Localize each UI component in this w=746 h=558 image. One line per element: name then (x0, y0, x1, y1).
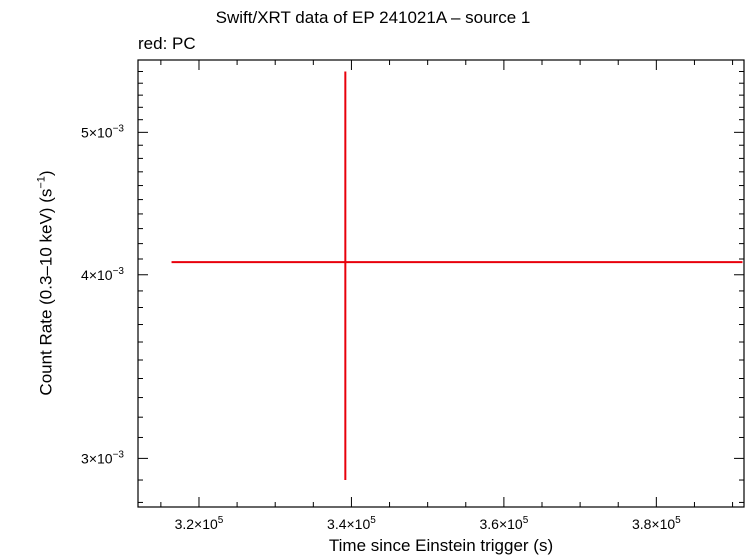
y-tick-mantissa: 4×10 (81, 267, 113, 283)
x-tick-mantissa: 3.2×10 (175, 516, 218, 532)
x-tick-mantissa: 3.4×10 (327, 516, 370, 532)
x-tick-label: 3.8×105 (632, 515, 681, 532)
x-tick-exponent: 5 (218, 515, 224, 526)
y-tick-label: 3×10−3 (81, 449, 124, 466)
y-tick-exponent: −3 (113, 266, 125, 277)
y-tick-exponent: −3 (113, 449, 125, 460)
chart-subtitle: red: PC (138, 34, 196, 53)
y-tick-mantissa: 5×10 (81, 124, 113, 140)
x-tick-label: 3.4×105 (327, 515, 376, 532)
y-tick-exponent: −3 (113, 123, 125, 134)
x-tick-exponent: 5 (370, 515, 376, 526)
plot-frame (137, 59, 745, 508)
chart-title: Swift/XRT data of EP 241021A – source 1 (215, 8, 531, 27)
y-tick-label: 5×10−3 (81, 123, 124, 140)
x-tick-label: 3.2×105 (175, 515, 224, 532)
data-point (171, 71, 743, 481)
x-axis-label: Time since Einstein trigger (s) (328, 536, 554, 555)
x-tick-mantissa: 3.6×10 (479, 516, 522, 532)
x-tick-exponent: 5 (675, 515, 681, 526)
x-tick-mantissa: 3.8×10 (632, 516, 675, 532)
tick-labels: 3.2×105 3.4×105 3.6×105 3.8×1053×10−34×10−3… (81, 123, 681, 532)
data-marks (171, 71, 743, 481)
y-tick-label: 4×10−3 (81, 266, 124, 283)
axis-ticks (138, 59, 744, 507)
y-tick-mantissa: 3×10 (81, 450, 113, 466)
x-tick-exponent: 5 (523, 515, 529, 526)
x-tick-label: 3.6×105 (479, 515, 528, 532)
